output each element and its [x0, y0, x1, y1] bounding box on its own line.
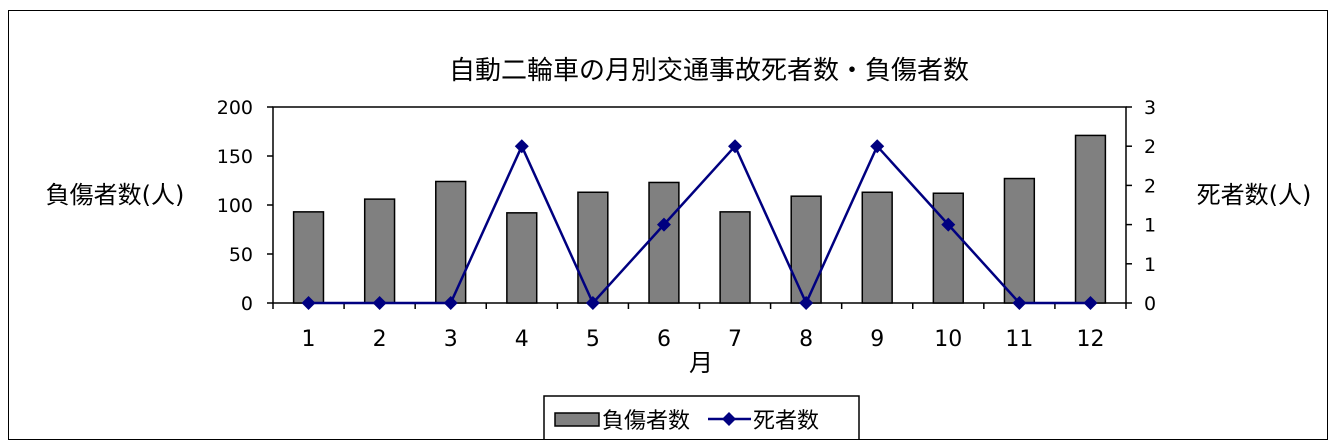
y-tick-label: 200	[217, 97, 253, 119]
chart-title: 自動二輪車の月別交通事故死者数・負傷者数	[449, 56, 969, 86]
bar-injured	[1003, 177, 1036, 304]
legend-swatch-injured	[554, 412, 600, 427]
chart-frame: 自動二輪車の月別交通事故死者数・負傷者数 負傷者数(人) 死者数(人) 月 0 5…	[8, 10, 1328, 442]
x-tick-label: 2	[373, 327, 387, 352]
bar-injured	[932, 192, 964, 304]
x-tick-label: 10	[934, 327, 962, 352]
point-deaths	[799, 296, 814, 310]
bar-injured	[363, 198, 396, 304]
bar-injured	[577, 191, 609, 304]
y2-tick-label: 1	[1144, 215, 1156, 237]
x-axis-label: 月	[689, 349, 713, 377]
y2-tick-label: 0	[1144, 293, 1156, 315]
y-tick-label: 150	[217, 146, 253, 168]
legend-label-injured: 負傷者数	[602, 409, 690, 434]
y2-tick-label: 1	[1144, 254, 1156, 276]
bar-injured	[719, 211, 751, 304]
bar-injured	[790, 195, 822, 304]
point-deaths	[1083, 296, 1098, 310]
x-tick-label: 8	[799, 327, 813, 352]
point-deaths	[372, 296, 387, 310]
y2-tick-label: 2	[1144, 136, 1156, 158]
y-tick-label: 100	[217, 195, 253, 217]
legend: 負傷者数 死者数	[543, 395, 860, 442]
bar-injured	[435, 180, 467, 304]
y2-axis-label: 死者数(人)	[1197, 181, 1312, 209]
point-deaths	[941, 217, 956, 232]
y2-tick-label: 3	[1144, 97, 1156, 119]
x-tick-label: 1	[302, 327, 316, 352]
bar-injured	[861, 191, 893, 304]
x-tick-label: 12	[1076, 327, 1104, 352]
bar-injured	[292, 211, 325, 304]
y-tick-label: 0	[241, 293, 253, 315]
x-tick-label: 4	[515, 327, 529, 352]
point-deaths	[1012, 296, 1027, 310]
line-deaths	[308, 143, 1091, 307]
bar-injured	[648, 181, 680, 304]
point-deaths	[585, 296, 600, 310]
plot-border	[272, 106, 1127, 304]
point-deaths	[656, 217, 671, 232]
y2-tick-label: 2	[1144, 175, 1156, 197]
x-tick-label: 6	[657, 327, 671, 352]
point-deaths	[870, 139, 885, 154]
point-deaths	[443, 296, 458, 310]
x-tick-label: 3	[444, 327, 458, 352]
bar-injured	[1074, 134, 1107, 304]
x-tick-label: 9	[870, 327, 884, 352]
x-tick-label: 5	[586, 327, 600, 352]
x-tick-label: 11	[1005, 327, 1033, 352]
y-axis-label: 負傷者数(人)	[46, 181, 185, 209]
legend-label-deaths: 死者数	[753, 409, 819, 434]
chart-svg: 自動二輪車の月別交通事故死者数・負傷者数 負傷者数(人) 死者数(人) 月 0 5…	[46, 56, 1312, 442]
bar-injured	[506, 212, 538, 304]
point-deaths	[514, 139, 529, 154]
legend-swatch-deaths-marker	[722, 412, 736, 426]
x-tick-label: 7	[728, 327, 742, 352]
y-tick-label: 50	[229, 244, 253, 266]
point-deaths	[301, 296, 316, 310]
point-deaths	[728, 139, 743, 154]
